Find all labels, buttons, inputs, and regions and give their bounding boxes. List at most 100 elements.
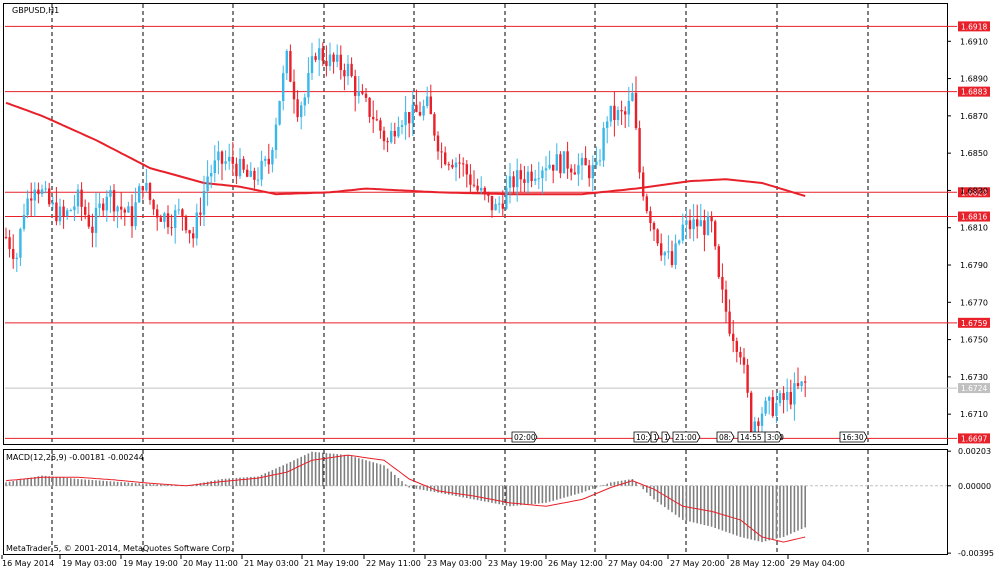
event-marker-8 [839,431,868,443]
candle-body-68 [249,170,252,177]
candle-body-51 [188,230,191,234]
candle-body-89 [325,60,328,67]
candle-body-102 [372,116,375,120]
candle-body-83 [303,97,306,106]
candle-body-105 [382,130,386,142]
candle-body-81 [296,99,299,118]
candle-body-185 [670,251,674,265]
event-marker-label-1: 10: [636,433,648,442]
candle-body-18 [69,210,72,212]
candle-body-216 [782,393,785,400]
candle-body-93 [339,54,342,71]
candle-body-11 [44,188,47,190]
candle-body-170 [616,110,620,121]
candle-body-96 [350,63,353,77]
candle-body-196 [710,215,713,222]
candle-body-95 [346,63,350,77]
candle-body-45 [166,213,170,228]
candle-body-175 [634,93,638,129]
candle-body-76 [278,101,281,125]
candle-body-56 [206,176,209,191]
candle-body-119 [433,114,436,136]
level-tag-0 [958,21,990,32]
price-panel-frame [3,3,948,445]
candle-body-88 [321,48,324,61]
candle-body-53 [195,212,198,239]
candle-body-217 [786,391,789,400]
candle-body-188 [681,224,684,241]
event-marker-label-4: 21:00 [675,433,697,442]
current-price-tag [958,383,990,394]
candle-body-133 [483,187,486,193]
time-tick-label-1: 19 May 03:00 [62,559,117,568]
candle-body-10 [40,189,44,195]
candle-body-137 [498,203,501,205]
candle-body-1 [8,237,11,249]
candle-body-184 [667,251,670,253]
candle-body-40 [148,183,152,200]
candle-body-146 [530,171,533,181]
candle-body-104 [379,120,382,131]
candle-body-32 [120,206,123,210]
moving-average-line [5,101,806,197]
time-tick-label-10: 27 May 04:00 [608,559,663,568]
candle-body-120 [436,135,440,152]
candle-body-201 [728,311,731,334]
level-tag-2 [958,187,990,198]
candle-body-129 [469,174,472,185]
event-marker-label-2: 1 [653,433,658,442]
level-value-1: 1.6883 [961,88,987,97]
candle-body-191 [692,219,695,230]
candle-body-92 [336,54,339,62]
candle-body-126 [458,162,461,164]
price-tick-label-3: 1.6850 [960,149,988,158]
candle-body-200 [724,289,728,312]
candle-body-147 [534,178,537,181]
candle-body-218 [789,391,792,405]
candle-body-140 [508,176,512,188]
candle-body-86 [314,56,317,60]
candle-body-189 [685,220,688,225]
candle-body-128 [465,164,468,175]
candle-body-171 [620,110,623,112]
candle-body-114 [415,104,418,112]
candle-body-199 [721,276,724,290]
candlesticks [4,38,807,442]
candle-body-204 [739,351,742,358]
candle-body-183 [663,252,666,256]
candle-body-212 [768,397,771,401]
candle-body-44 [163,213,166,222]
candle-body-34 [127,206,130,213]
candle-body-46 [170,227,173,229]
vertical-grid [51,4,869,554]
candle-body-109 [397,126,400,137]
horizontal-levels[interactable]: 1.6918 1.6883 1.6829 1.6816 1.6759 1.6697 1.67… [5,21,990,444]
candle-body-154 [559,154,562,174]
candle-body-55 [202,190,206,215]
level-value-3: 1.6816 [961,213,987,222]
event-marker-3 [661,431,671,443]
event-marker-0 [511,431,538,443]
candle-body-135 [490,195,494,211]
candle-body-127 [462,163,465,165]
candle-body-144 [523,179,526,183]
candle-body-65 [238,158,242,177]
candle-body-174 [631,93,634,101]
candle-body-121 [440,151,443,153]
time-tick-label-2: 19 May 19:00 [123,559,178,568]
price-tick-label-2: 1.6870 [960,112,988,121]
event-markers[interactable]: 02:00 10: 1 1 21:00 08: 14:55 3:00 16:30 [511,431,868,443]
time-axis: 16 May 2014 19 May 03:00 19 May 19:00 20 Ma… [1,555,845,568]
price-tick-label-7: 1.6770 [960,298,988,307]
candle-body-20 [76,189,80,207]
ma-path [5,101,806,197]
candle-body-38 [141,186,144,191]
candle-body-60 [220,151,224,164]
candle-body-69 [253,170,256,180]
level-tag-5 [958,433,990,444]
candle-body-182 [660,243,663,256]
time-tick-label-12: 28 May 12:00 [730,559,785,568]
candle-body-41 [152,199,155,210]
